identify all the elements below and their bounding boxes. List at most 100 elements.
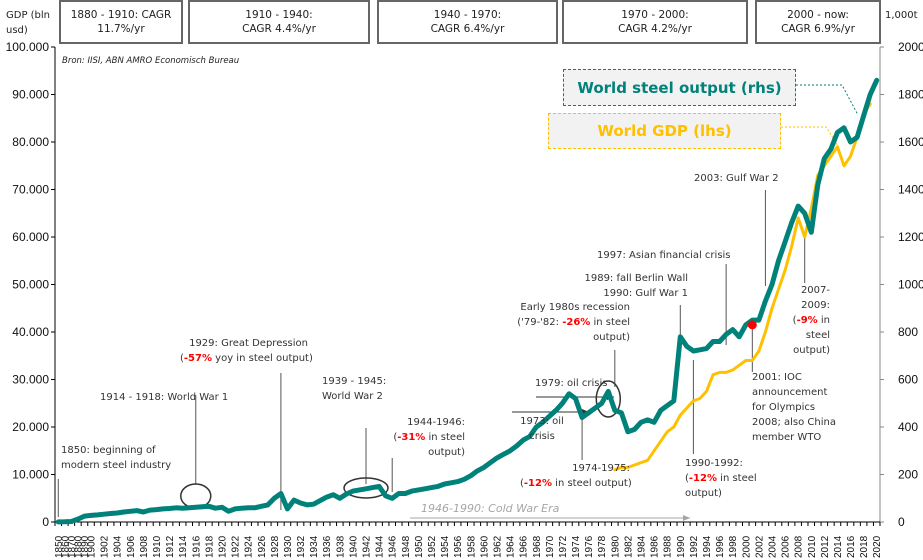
x-tick-label: 1988 (663, 535, 674, 558)
x-tick-label: 1914 (178, 535, 189, 558)
annotation-text: ( (393, 432, 398, 443)
x-tick-label: 1978 (597, 535, 608, 558)
annotation-text: in steel output) (552, 478, 632, 489)
left-tick-label: 90.000 (12, 88, 49, 102)
x-tick-label: 1902 (100, 535, 111, 558)
x-tick-label: 1996 (715, 535, 726, 558)
annotation-line: 1997: Asian financial crisis (597, 250, 731, 261)
annotation-line: output) (685, 488, 722, 499)
x-tick-label: 1944 (375, 535, 386, 558)
cagr-box-line2: CAGR 4.2%/yr (618, 23, 692, 35)
legend-steel: World steel output (rhs) (563, 69, 796, 106)
legend-gdp: World GDP (lhs) (548, 113, 781, 149)
x-tick-label: 1912 (165, 535, 176, 558)
x-tick-label: 1970 (545, 535, 556, 558)
x-tick-label: 1984 (637, 535, 648, 558)
x-tick-label: 1958 (466, 535, 477, 558)
annotation-line: 1944-1946: (407, 417, 465, 428)
x-tick-label: 1870 (67, 535, 78, 558)
left-tick-label: 0 (42, 515, 49, 529)
annotation-line: (-12% in steel (685, 471, 757, 486)
cagr-box-line2: CAGR 4.4%/yr (242, 23, 316, 35)
x-tick-label: 1932 (296, 535, 307, 558)
annotation-line: (-31% in steel (385, 430, 465, 445)
cold-war-era-label: 1946-1990: Cold War Era (421, 502, 560, 515)
annotation-line: 2003: Gulf War 2 (694, 173, 779, 184)
x-tick-label: 1850 (54, 535, 65, 558)
annotation-ww1: 1914 - 1918: World War 1 (100, 390, 228, 405)
annotation-great-depression: 1929: Great Depression (-57% yoy in stee… (180, 336, 313, 366)
x-tick-label: 1968 (532, 535, 543, 558)
annotation-line: 2009: (801, 300, 830, 311)
x-tick-label: 1972 (558, 535, 569, 558)
annotation-line: for Olympics (752, 402, 816, 413)
x-tick-label: 1956 (453, 535, 464, 558)
x-tick-label: 1928 (270, 535, 281, 558)
x-tick-label: 1962 (492, 535, 503, 558)
x-tick-label: 1998 (728, 535, 739, 558)
x-tick-label: 2018 (859, 535, 870, 558)
annotation-1974-1975: 1974-1975: (-12% in steel output) (520, 461, 632, 491)
x-tick-label: 1910 (152, 535, 163, 558)
negative-pct: -26% (562, 317, 591, 328)
legend-steel-leader (796, 84, 859, 116)
annotation-line: (-12% in steel output) (520, 476, 632, 491)
annotation-ioc-2001: 2001: IOC announcement for Olympics 2008… (752, 370, 836, 445)
x-tick-label: 1994 (702, 535, 713, 558)
annotation-text: ('79-'82: (517, 317, 563, 328)
negative-pct: -57% (183, 353, 212, 364)
x-tick-label: 2020 (872, 535, 883, 558)
right-tick-label: 800 (898, 325, 918, 339)
x-tick-label: 1880 (73, 535, 84, 558)
cagr-box-line2: 11.7%/yr (97, 23, 145, 35)
x-tick-label: 1966 (519, 535, 530, 558)
annotation-line: crisis (529, 431, 555, 442)
left-tick-label: 40.000 (12, 325, 49, 339)
cagr-box-1940-1970: 1940 - 1970: CAGR 6.4%/yr (377, 0, 558, 44)
annotation-text: ( (180, 353, 184, 364)
right-tick-label: 200 (898, 468, 918, 482)
x-tick-label: 1934 (309, 535, 320, 558)
series-steel-line (55, 77, 880, 525)
annotation-text: yoy in steel output) (212, 353, 313, 364)
series-gdp-line (613, 102, 872, 472)
annotation-line: 1990-1992: (685, 458, 743, 469)
right-tick-label: 1400 (898, 183, 923, 197)
x-tick-label: 1992 (689, 535, 700, 558)
x-tick-label: 2012 (820, 535, 831, 558)
left-tick-label: 50.000 (12, 278, 49, 292)
annotation-line: announcement (752, 387, 828, 398)
x-tick-label: 1960 (479, 535, 490, 558)
annotation-early-1980s-recession: Early 1980s recession ('79-'82: -26% in … (510, 300, 630, 345)
annotation-line: (-57% yoy in steel output) (180, 351, 313, 366)
x-tick-label: 1938 (335, 535, 346, 558)
x-tick-label: 1952 (427, 535, 438, 558)
annotation-berlin-gulf1: 1989: fall Berlin Wall 1990: Gulf War 1 (580, 271, 688, 301)
x-tick-label: 2004 (767, 535, 778, 558)
x-tick-label: 1980 (610, 535, 621, 558)
x-tick-label: 1906 (126, 535, 137, 558)
cagr-box-line2: CAGR 6.4%/yr (430, 23, 505, 35)
right-tick-label: 1800 (898, 88, 923, 102)
annotation-gulf-war-2: 2003: Gulf War 2 (694, 171, 779, 186)
annotation-text: in steel (590, 317, 630, 328)
x-tick-label: 1920 (217, 535, 228, 558)
annotation-line: World War 2 (322, 391, 383, 402)
annotation-text: ( (520, 478, 524, 489)
annotation-text: in (817, 315, 830, 326)
annotation-text: ( (685, 473, 689, 484)
annotation-asian-crisis: 1997: Asian financial crisis (597, 248, 731, 263)
legend-gdp-leader (781, 126, 839, 147)
right-axis-title: 1,000t (885, 10, 918, 21)
cagr-box-1970-2000: 1970 - 2000: CAGR 4.2%/yr (562, 0, 748, 44)
x-tick-label: 1926 (257, 535, 268, 558)
right-tick-label: 400 (898, 420, 918, 434)
x-tick-label: 1946 (388, 535, 399, 558)
left-tick-label: 70.000 (12, 183, 49, 197)
x-tick-label: 1918 (204, 535, 215, 558)
x-tick-label: 1860 (60, 535, 71, 558)
x-tick-label: 1986 (650, 535, 661, 558)
x-tick-label: 1950 (414, 535, 425, 558)
annotation-line: 2007- (800, 285, 830, 296)
